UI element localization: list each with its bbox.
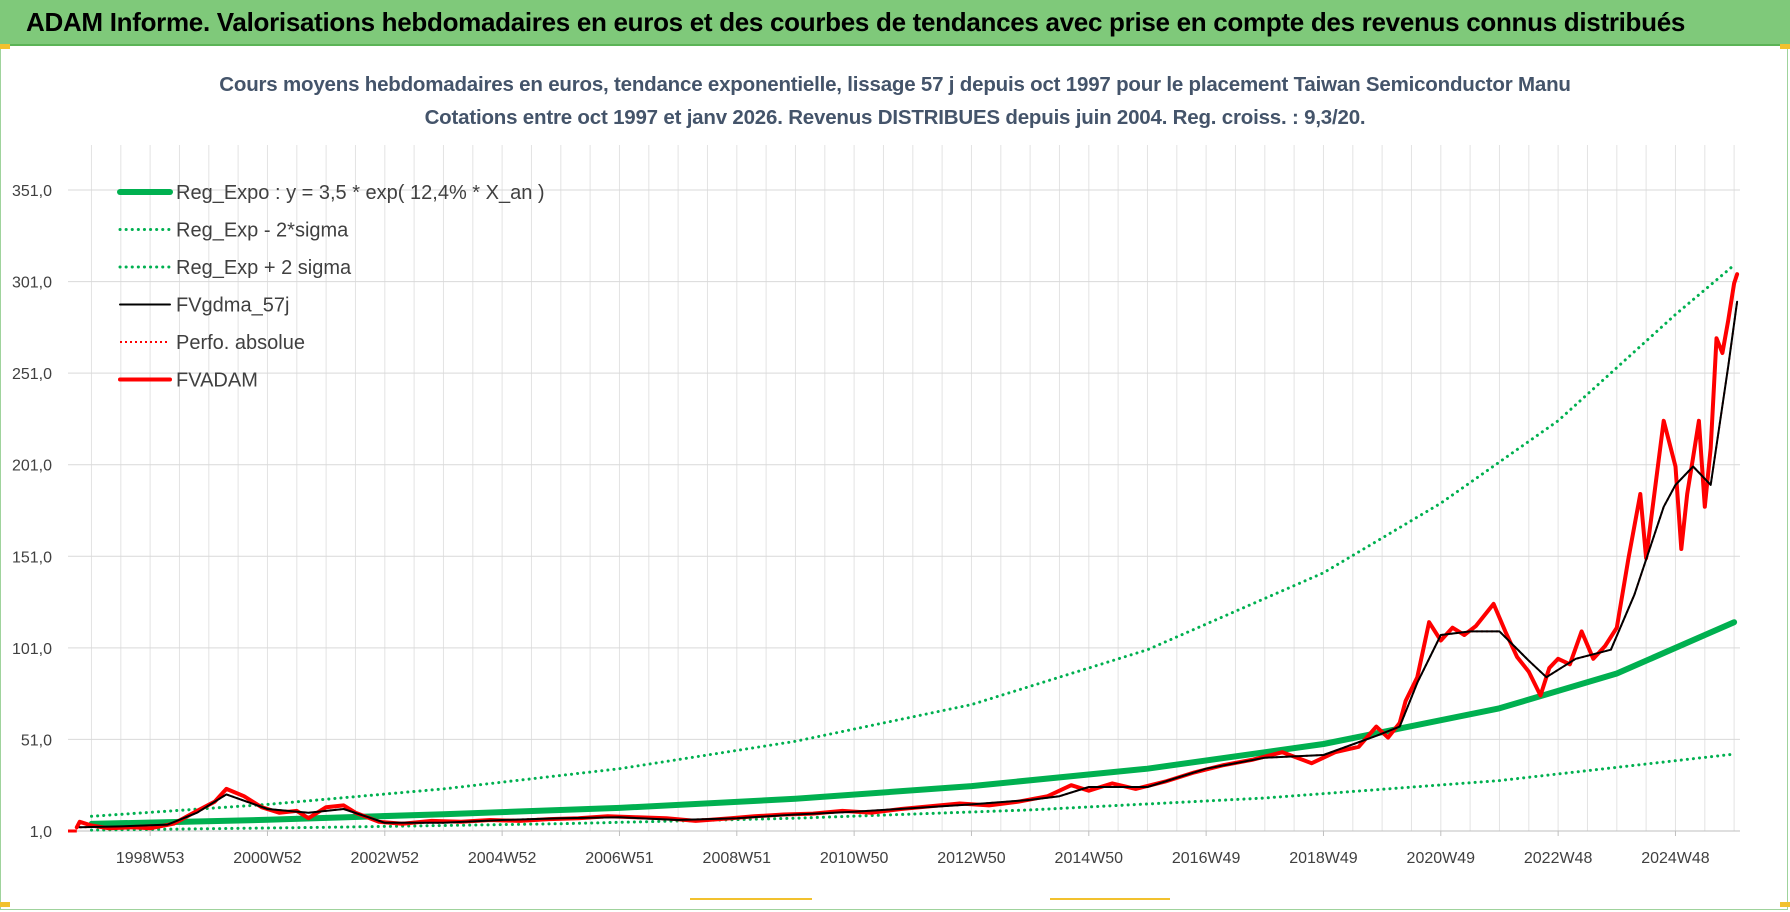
y-tick-label: 351,0 <box>12 183 52 200</box>
chart-title: Cours moyens hebdomadaires en euros, ten… <box>219 73 1571 96</box>
legend: Reg_Expo : y = 3,5 * exp( 12,4% * X_an )… <box>117 182 545 392</box>
gridlines <box>68 145 1740 832</box>
x-tick-label: 2000W52 <box>233 850 302 867</box>
legend-label: Perfo. absolue <box>176 332 305 354</box>
legend-label: FVgdma_57j <box>176 295 289 317</box>
series-line-reg-exp-2-sigma <box>90 752 1736 832</box>
x-tick-label: 2022W48 <box>1524 850 1593 867</box>
y-tick-label: 251,0 <box>12 366 52 383</box>
axes: 1,0 51,0 101,0 151,0 201,0 251,0 301,0 351,0 199… <box>12 183 1740 867</box>
header-banner: ADAM Informe. Valorisations hebdomadaire… <box>0 0 1790 46</box>
corner-mark <box>1780 44 1790 49</box>
legend-label: FVADAM <box>176 370 258 392</box>
x-tick-label: 2014W50 <box>1055 850 1124 867</box>
chart-subtitle: Cotations entre oct 1997 et janv 2026. R… <box>424 106 1366 129</box>
x-tick-label: 2020W49 <box>1407 850 1476 867</box>
x-tick-label: 2008W51 <box>703 850 772 867</box>
x-tick-label: 1998W53 <box>116 850 185 867</box>
x-tick-label: 2006W51 <box>585 850 654 867</box>
y-tick-label: 1,0 <box>30 824 52 841</box>
series-line-reg-exp-2-sigma <box>90 263 1736 818</box>
corner-mark <box>0 902 10 907</box>
x-tick-label: 2002W52 <box>351 850 420 867</box>
legend-label: Reg_Exp - 2*sigma <box>176 220 349 242</box>
axis-mark <box>690 898 812 900</box>
y-tick-label: 51,0 <box>21 732 52 749</box>
series-line-perfo-absolue <box>79 301 1739 829</box>
y-tick-label: 201,0 <box>12 458 52 475</box>
x-tick-label: 2012W50 <box>937 850 1006 867</box>
x-tick-label: 2004W52 <box>468 850 537 867</box>
legend-label: Reg_Expo : y = 3,5 * exp( 12,4% * X_an ) <box>176 182 545 204</box>
corner-mark <box>0 44 10 49</box>
x-tick-label: 2016W49 <box>1172 850 1241 867</box>
x-tick-label: 2010W50 <box>820 850 889 867</box>
series-line-reg-expo-y-3-5-exp-12-4-x-an <box>88 619 1738 827</box>
legend-label: Reg_Exp + 2 sigma <box>176 257 352 279</box>
banner-title: ADAM Informe. Valorisations hebdomadaire… <box>26 7 1686 37</box>
series-line-fvgdma-57j <box>78 300 1739 829</box>
y-tick-label: 301,0 <box>12 275 52 292</box>
x-tick-label: 2024W48 <box>1641 850 1710 867</box>
y-tick-label: 101,0 <box>12 641 52 658</box>
axis-mark <box>1050 898 1170 900</box>
y-tick-label: 151,0 <box>12 549 52 566</box>
x-tick-label: 2018W49 <box>1289 850 1358 867</box>
corner-mark <box>1780 902 1790 907</box>
series-lines <box>68 263 1740 833</box>
